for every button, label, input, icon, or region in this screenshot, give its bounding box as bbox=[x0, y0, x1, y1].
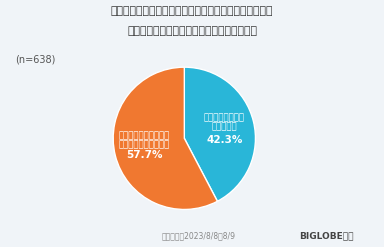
Text: 変更をしたことはない: 変更をしたことはない bbox=[119, 140, 170, 149]
Text: 42.3%: 42.3% bbox=[206, 135, 243, 145]
Wedge shape bbox=[184, 67, 255, 201]
Wedge shape bbox=[113, 67, 217, 209]
Text: 調査期間：2023/8/8〜8/9: 調査期間：2023/8/8〜8/9 bbox=[161, 232, 235, 241]
Text: がないか探し、予約の変更をしたことがある: がないか探し、予約の変更をしたことがある bbox=[127, 26, 257, 36]
Text: 予約後に同じ宿でもっと安いプランや条件の良いプラン: 予約後に同じ宿でもっと安いプランや条件の良いプラン bbox=[111, 6, 273, 16]
Text: 探してみたが、予約の: 探してみたが、予約の bbox=[119, 131, 170, 140]
Text: BIGLOBE調べ: BIGLOBE調べ bbox=[300, 232, 354, 241]
Text: ことがある: ことがある bbox=[212, 123, 237, 131]
Text: (n=638): (n=638) bbox=[15, 54, 56, 64]
Text: 予約の変更をした: 予約の変更をした bbox=[204, 113, 245, 122]
Text: 57.7%: 57.7% bbox=[126, 150, 162, 160]
